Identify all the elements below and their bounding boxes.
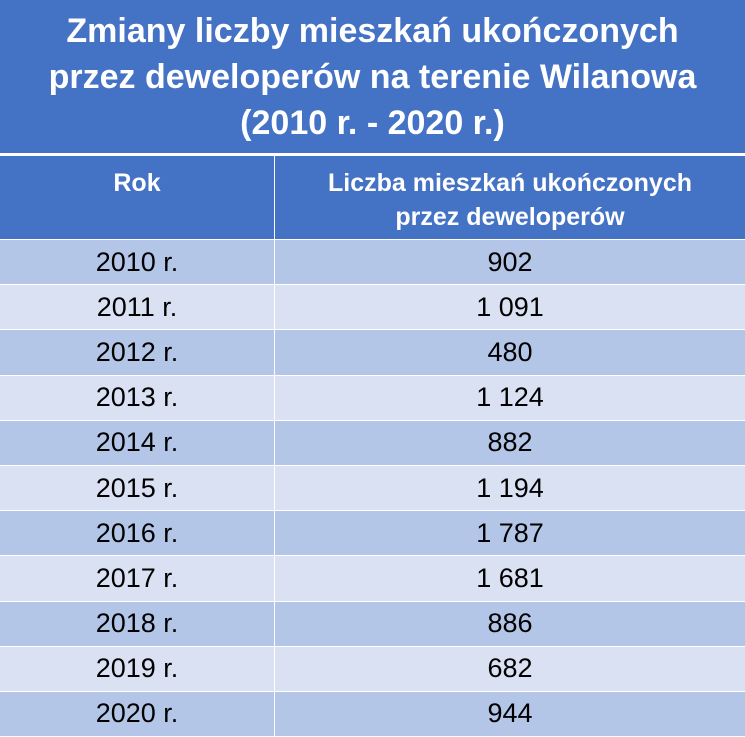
header-year: Rok bbox=[0, 156, 274, 239]
table-row: 2010 r. 902 bbox=[0, 240, 745, 286]
year-cell: 2013 r. bbox=[95, 382, 179, 413]
value-cell: 886 bbox=[274, 601, 745, 646]
year-cell: 2010 r. bbox=[95, 246, 179, 277]
value-cell: 1 091 bbox=[274, 285, 745, 330]
value-cell: 682 bbox=[274, 646, 745, 691]
header-value-label-line-2: przez deweloperów bbox=[395, 203, 625, 231]
year-cell: 2015 r. bbox=[95, 472, 179, 503]
title-line-1: Zmiany liczby mieszkań ukończonych bbox=[66, 11, 679, 50]
value-cell: 944 bbox=[274, 691, 745, 737]
year-cell: 2020 r. bbox=[95, 698, 179, 729]
title-line-2: przez deweloperów na terenie Wilanowa bbox=[48, 57, 697, 96]
title-line-3: (2010 r. - 2020 r.) bbox=[240, 103, 505, 142]
year-cell: 2018 r. bbox=[95, 608, 179, 639]
year-cell: 2016 r. bbox=[95, 517, 179, 548]
header-value: Liczba mieszkań ukończonych przez dewelo… bbox=[274, 156, 745, 239]
header-year-label: Rok bbox=[113, 169, 161, 197]
table-row: 2012 r. 480 bbox=[0, 330, 745, 376]
value-cell: 1 787 bbox=[274, 511, 745, 556]
table-row: 2018 r. 886 bbox=[0, 601, 745, 647]
table-row: 2016 r. 1 787 bbox=[0, 511, 745, 557]
value-cell: 1 194 bbox=[274, 465, 745, 511]
table-header-row: Rok Liczba mieszkań ukończonych przez de… bbox=[0, 156, 745, 239]
table-row: 2015 r. 1 194 bbox=[0, 465, 745, 512]
year-cell: 2011 r. bbox=[96, 291, 178, 322]
table-row: 2013 r. 1 124 bbox=[0, 375, 745, 421]
header-value-label-line-1: Liczba mieszkań ukończonych bbox=[328, 169, 692, 197]
value-cell: 902 bbox=[274, 240, 745, 285]
table-row: 2020 r. 944 bbox=[0, 691, 745, 737]
year-cell: 2012 r. bbox=[95, 336, 179, 367]
year-cell: 2014 r. bbox=[95, 427, 179, 458]
table-row: 2019 r. 682 bbox=[0, 646, 745, 692]
table-title: Zmiany liczby mieszkań ukończonych przez… bbox=[0, 0, 745, 153]
table-body: 2010 r. 902 2011 r. 1 091 2012 r. 480 2013 r. 1… bbox=[0, 240, 745, 737]
value-cell: 1 681 bbox=[274, 556, 745, 601]
year-cell: 2019 r. bbox=[95, 653, 179, 684]
year-cell: 2017 r. bbox=[95, 562, 179, 593]
value-cell: 1 124 bbox=[274, 375, 745, 420]
table-row: 2014 r. 882 bbox=[0, 420, 745, 466]
value-cell: 882 bbox=[274, 420, 745, 465]
table-row: 2017 r. 1 681 bbox=[0, 556, 745, 602]
table-row: 2011 r. 1 091 bbox=[0, 285, 745, 331]
value-cell: 480 bbox=[274, 330, 745, 375]
